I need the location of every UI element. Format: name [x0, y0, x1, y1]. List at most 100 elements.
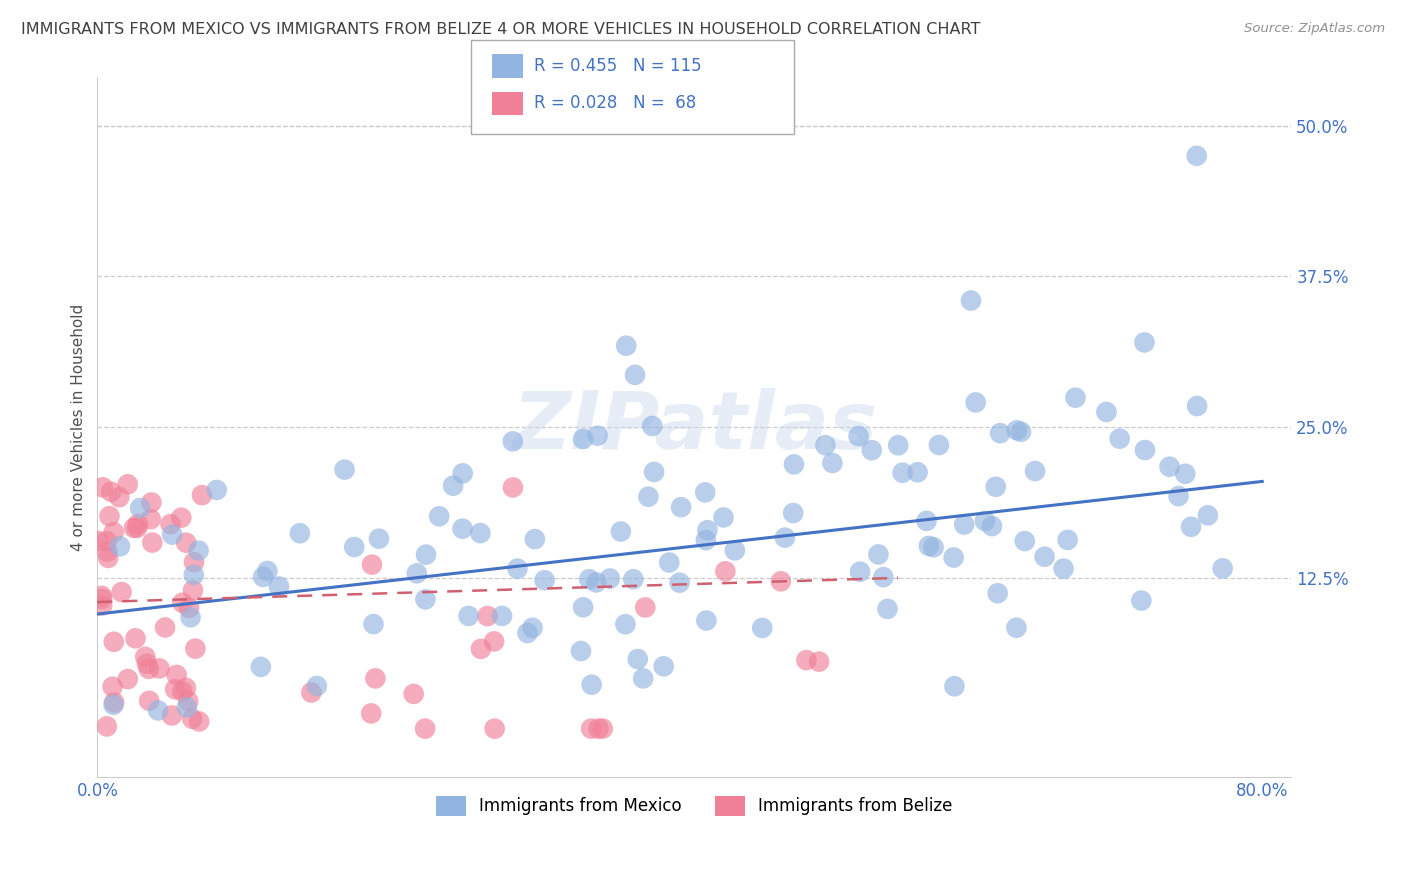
Point: [108, 539, 131, 553]
Point: [299, 685, 322, 699]
Point: [516, 626, 538, 640]
Point: [1033, 549, 1056, 564]
Point: [267, 580, 290, 594]
Point: [581, 678, 603, 692]
Point: [1212, 561, 1234, 575]
Point: [405, 566, 427, 581]
Point: [1133, 335, 1156, 350]
Text: Source: ZipAtlas.com: Source: ZipAtlas.com: [1244, 22, 1385, 36]
Point: [586, 428, 609, 442]
Point: [91, 480, 114, 494]
Point: [252, 570, 274, 584]
Point: [117, 477, 139, 491]
Point: [96, 719, 118, 733]
Point: [141, 495, 163, 509]
Point: [184, 641, 207, 656]
Point: [502, 434, 524, 449]
Y-axis label: 4 or more Vehicles in Household: 4 or more Vehicles in Household: [72, 303, 86, 550]
Point: [569, 644, 592, 658]
Point: [942, 550, 965, 565]
Point: [981, 519, 1004, 533]
Point: [288, 526, 311, 541]
Point: [176, 700, 198, 714]
Point: [183, 555, 205, 569]
Point: [814, 438, 837, 452]
Point: [922, 541, 945, 555]
Point: [965, 395, 987, 409]
Point: [918, 539, 941, 553]
Point: [579, 722, 602, 736]
Point: [751, 621, 773, 635]
Point: [181, 583, 204, 598]
Point: [457, 608, 479, 623]
Point: [821, 456, 844, 470]
Point: [849, 565, 872, 579]
Point: [585, 575, 607, 590]
Point: [588, 722, 610, 736]
Point: [1014, 534, 1036, 549]
Point: [153, 620, 176, 634]
Point: [96, 534, 118, 549]
Point: [1133, 443, 1156, 458]
Point: [572, 600, 595, 615]
Point: [614, 617, 637, 632]
Point: [1108, 432, 1130, 446]
Point: [441, 479, 464, 493]
Point: [1005, 621, 1028, 635]
Point: [668, 575, 690, 590]
Point: [100, 484, 122, 499]
Point: [522, 621, 544, 635]
Point: [415, 592, 437, 607]
Point: [631, 672, 654, 686]
Point: [159, 516, 181, 531]
Point: [162, 527, 184, 541]
Point: [97, 550, 120, 565]
Point: [876, 602, 898, 616]
Point: [724, 543, 747, 558]
Legend: Immigrants from Mexico, Immigrants from Belize: Immigrants from Mexico, Immigrants from …: [427, 788, 962, 824]
Point: [108, 490, 131, 504]
Point: [138, 694, 160, 708]
Point: [953, 517, 976, 532]
Point: [172, 596, 194, 610]
Point: [599, 572, 621, 586]
Point: [592, 722, 614, 736]
Point: [470, 526, 492, 541]
Point: [361, 558, 384, 572]
Point: [973, 514, 995, 528]
Point: [783, 458, 806, 472]
Point: [188, 714, 211, 729]
Point: [138, 662, 160, 676]
Point: [343, 540, 366, 554]
Point: [124, 632, 146, 646]
Point: [796, 653, 818, 667]
Point: [621, 572, 644, 586]
Text: R = 0.455   N = 115: R = 0.455 N = 115: [534, 57, 702, 75]
Point: [451, 467, 474, 481]
Point: [872, 570, 894, 584]
Point: [769, 574, 792, 589]
Point: [191, 488, 214, 502]
Point: [1197, 508, 1219, 523]
Point: [333, 462, 356, 476]
Point: [174, 535, 197, 549]
Point: [146, 703, 169, 717]
Point: [652, 659, 675, 673]
Point: [402, 687, 425, 701]
Point: [943, 679, 966, 693]
Point: [91, 599, 114, 613]
Point: [868, 548, 890, 562]
Point: [103, 695, 125, 709]
Point: [477, 609, 499, 624]
Point: [1185, 399, 1208, 413]
Point: [165, 682, 187, 697]
Point: [368, 532, 391, 546]
Point: [305, 679, 328, 693]
Point: [135, 657, 157, 671]
Point: [860, 443, 883, 458]
Point: [415, 548, 437, 562]
Point: [148, 661, 170, 675]
Point: [484, 722, 506, 736]
Point: [122, 521, 145, 535]
Point: [180, 610, 202, 624]
